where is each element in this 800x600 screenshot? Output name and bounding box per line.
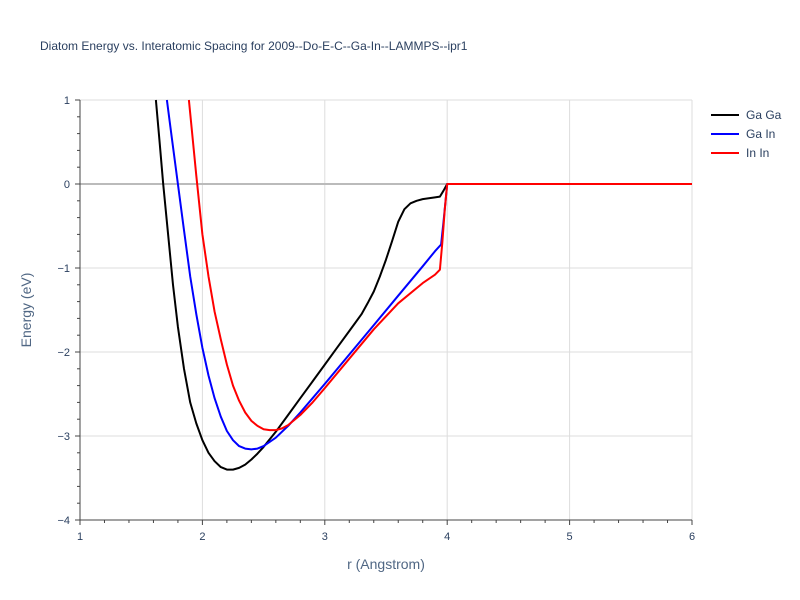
- x-tick-label: 1: [77, 531, 83, 543]
- y-axis-label: Energy (eV): [18, 273, 34, 348]
- y-tick-label: −3: [57, 431, 70, 443]
- legend-label: Ga In: [746, 127, 775, 141]
- series-layer: [154, 99, 692, 471]
- y-tick-label: −1: [57, 263, 70, 275]
- y-tick-label: −2: [57, 347, 70, 359]
- x-tick-label: 3: [322, 531, 328, 543]
- series-line-ga-in: [165, 99, 692, 451]
- x-tick-label: 5: [567, 531, 573, 543]
- axes: [75, 99, 693, 525]
- legend-label: In In: [746, 146, 769, 160]
- x-axis-label: r (Angstrom): [347, 556, 425, 572]
- tick-labels: 1 2 3 4 5 6 −4 −3 −2 −1 0 1: [57, 95, 695, 543]
- legend[interactable]: Ga Ga Ga In In In: [711, 108, 782, 160]
- legend-item-ga-in[interactable]: Ga In: [711, 127, 775, 141]
- series-line-in-in: [187, 99, 692, 432]
- y-tick-label: 1: [64, 95, 70, 107]
- x-tick-label: 2: [199, 531, 205, 543]
- y-tick-label: 0: [64, 179, 70, 191]
- legend-item-in-in[interactable]: In In: [711, 146, 769, 160]
- legend-item-ga-ga[interactable]: Ga Ga: [711, 108, 782, 122]
- series-line-ga-ga: [154, 99, 692, 471]
- x-tick-label: 6: [689, 531, 695, 543]
- y-tick-label: −4: [57, 515, 70, 527]
- legend-label: Ga Ga: [746, 108, 782, 122]
- chart-title: Diatom Energy vs. Interatomic Spacing fo…: [40, 39, 468, 53]
- x-tick-label: 4: [444, 531, 450, 543]
